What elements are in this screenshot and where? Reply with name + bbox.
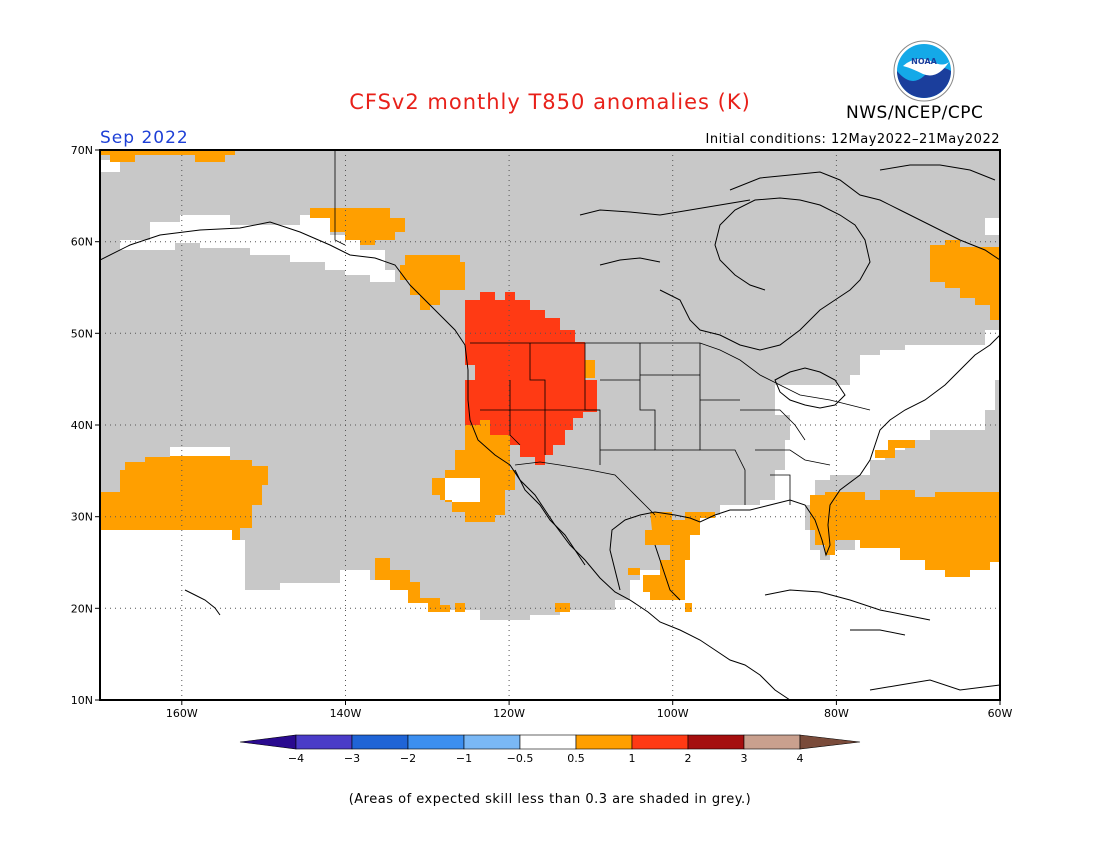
legend-bin	[799, 734, 861, 750]
legend-bin	[519, 734, 577, 750]
legend-tick-label: −0.5	[507, 752, 534, 765]
legend-bin	[631, 734, 689, 750]
lat-label: 10N	[71, 694, 93, 707]
lat-label: 60N	[71, 236, 93, 249]
legend-tick-label: 4	[797, 752, 804, 765]
forecast-month: Sep 2022	[100, 128, 189, 148]
legend-tick-label: −2	[400, 752, 416, 765]
anomaly-1-2-area	[465, 292, 597, 465]
axis-ticks	[95, 149, 1001, 705]
lon-label: 100W	[657, 707, 689, 720]
anomaly-0.5-1-areas	[100, 150, 1000, 612]
legend-bin	[463, 734, 521, 750]
coastlines	[100, 164, 1000, 700]
noaa-logo-icon: NOAA	[893, 40, 955, 102]
chart-title: CFSv2 monthly T850 anomalies (K)	[349, 90, 751, 114]
agency-label: NWS/NCEP/CPC	[846, 103, 984, 123]
legend-tick-label: 1	[629, 752, 636, 765]
lon-label: 80W	[824, 707, 849, 720]
map-plot-area	[100, 150, 1000, 700]
legend-bin	[407, 734, 465, 750]
legend-bin	[239, 734, 297, 750]
legend-bin	[351, 734, 409, 750]
legend-bin	[295, 734, 353, 750]
political-borders	[334, 150, 871, 516]
lon-label: 60W	[988, 707, 1013, 720]
legend-tick-label: 2	[685, 752, 692, 765]
legend-tick-label: 0.5	[567, 752, 585, 765]
lat-label: 70N	[71, 144, 93, 157]
lon-label: 120W	[493, 707, 525, 720]
legend-tick-label: −4	[288, 752, 304, 765]
lat-label: 50N	[71, 327, 93, 340]
legend-bin	[687, 734, 745, 750]
legend-tick-label: −3	[344, 752, 360, 765]
lon-label: 140W	[330, 707, 362, 720]
initial-conditions: Initial conditions: 12May2022–21May2022	[705, 132, 1000, 147]
lat-lon-grid	[100, 150, 1000, 700]
lat-label: 20N	[71, 602, 93, 615]
lat-label: 40N	[71, 419, 93, 432]
lat-label: 30N	[71, 511, 93, 524]
legend-bin	[743, 734, 801, 750]
legend-tick-label: 3	[741, 752, 748, 765]
lon-label: 160W	[166, 707, 198, 720]
logo-text: NOAA	[911, 57, 937, 66]
legend-tick-label: −1	[456, 752, 472, 765]
footnote: (Areas of expected skill less than 0.3 a…	[348, 792, 752, 807]
color-legend: −4 −3 −2 −1 −0.5 0.5 1 2 3 4	[239, 734, 861, 765]
legend-bin	[575, 734, 633, 750]
